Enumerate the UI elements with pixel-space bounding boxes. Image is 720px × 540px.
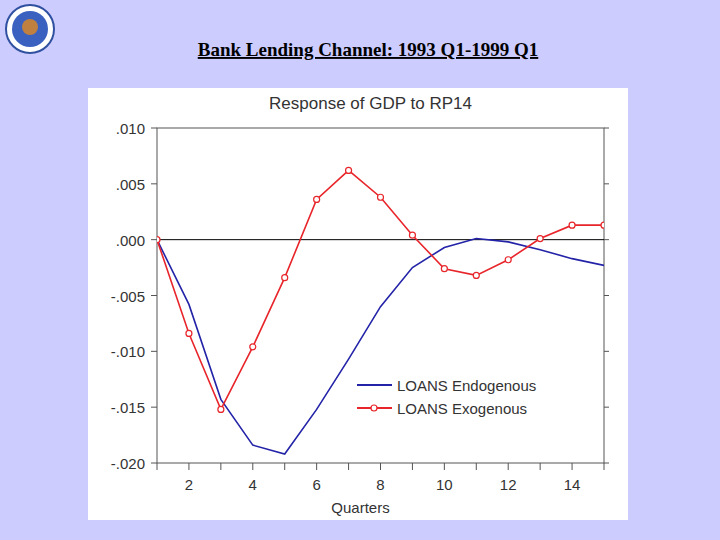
legend-marker xyxy=(371,405,377,411)
x-tick-label: 8 xyxy=(376,476,384,493)
chart-panel xyxy=(88,88,628,520)
series-marker xyxy=(441,266,447,272)
series-marker xyxy=(473,272,479,278)
logo xyxy=(6,5,54,53)
x-tick-label: 2 xyxy=(185,476,193,493)
y-tick xyxy=(151,463,157,464)
y-tick xyxy=(604,351,609,352)
x-tick xyxy=(252,463,253,470)
x-end-tick xyxy=(604,463,605,470)
x-tick xyxy=(316,463,317,470)
series-line xyxy=(157,170,604,409)
legend-label: LOANS Endogenous xyxy=(397,377,536,394)
y-tick xyxy=(151,183,157,184)
x-axis-label: Quarters xyxy=(331,499,389,516)
series-marker xyxy=(250,344,256,350)
series-marker xyxy=(505,257,511,263)
y-tick xyxy=(151,351,157,352)
plot-area xyxy=(157,167,604,454)
y-tick xyxy=(604,128,609,129)
y-tick xyxy=(604,239,609,240)
y-tick-label: -.020 xyxy=(111,455,145,472)
x-minor-tick xyxy=(348,463,349,470)
x-tick xyxy=(572,463,573,470)
plot-frame xyxy=(157,128,604,463)
x-tick-label: 14 xyxy=(564,476,581,493)
x-tick xyxy=(188,463,189,470)
x-minor-tick xyxy=(540,463,541,470)
legend-swatch xyxy=(357,384,392,386)
series-marker xyxy=(186,330,192,336)
x-tick xyxy=(380,463,381,470)
x-tick xyxy=(444,463,445,470)
y-tick xyxy=(151,407,157,408)
y-tick xyxy=(604,295,609,296)
y-tick-label: .010 xyxy=(116,120,145,137)
logo-core xyxy=(12,11,48,47)
x-tick-label: 4 xyxy=(249,476,257,493)
y-tick xyxy=(604,407,609,408)
legend-label: LOANS Exogenous xyxy=(397,400,527,417)
x-minor-tick xyxy=(476,463,477,470)
series-marker xyxy=(157,237,160,243)
background xyxy=(0,0,720,540)
y-tick-label: -.010 xyxy=(111,343,145,360)
slide-title: Bank Lending Channel: 1993 Q1-1999 Q1 xyxy=(198,39,539,60)
series-marker xyxy=(378,194,384,200)
series-marker xyxy=(569,222,575,228)
x-tick-label: 6 xyxy=(312,476,320,493)
y-tick xyxy=(151,128,157,129)
series-marker xyxy=(282,275,288,281)
slide: Bank Lending Channel: 1993 Q1-1999 Q1 Res… xyxy=(0,0,720,540)
series-line xyxy=(157,239,604,455)
x-tick-label: 12 xyxy=(500,476,517,493)
x-axis: 2 4 6 8 10 12 14 Quarters xyxy=(157,463,604,516)
logo-figure xyxy=(22,19,38,35)
y-tick xyxy=(151,239,157,240)
x-minor-tick xyxy=(220,463,221,470)
legend: LOANS Endogenous LOANS Exogenous xyxy=(357,377,536,417)
series-marker xyxy=(601,222,604,228)
x-tick-label: 10 xyxy=(436,476,453,493)
y-tick xyxy=(604,183,609,184)
series-marker xyxy=(314,196,320,202)
chart-title: Response of GDP to RP14 xyxy=(269,94,472,113)
y-tick xyxy=(604,463,609,464)
x-tick xyxy=(508,463,509,470)
logo-ring xyxy=(6,5,54,53)
y-axis: .010 .005 .000 -.005 -.010 -.015 -.020 xyxy=(111,120,609,472)
y-tick-label: -.015 xyxy=(111,399,145,416)
y-tick xyxy=(151,295,157,296)
x-minor-tick xyxy=(412,463,413,470)
x-end-tick xyxy=(157,463,158,470)
x-minor-tick xyxy=(284,463,285,470)
series-marker xyxy=(218,406,224,412)
y-tick-label: .005 xyxy=(116,176,145,193)
series-marker xyxy=(537,236,543,242)
y-tick-label: -.005 xyxy=(111,288,145,305)
series-marker xyxy=(409,232,415,238)
series-marker xyxy=(346,167,352,173)
y-tick-label: .000 xyxy=(116,232,145,249)
